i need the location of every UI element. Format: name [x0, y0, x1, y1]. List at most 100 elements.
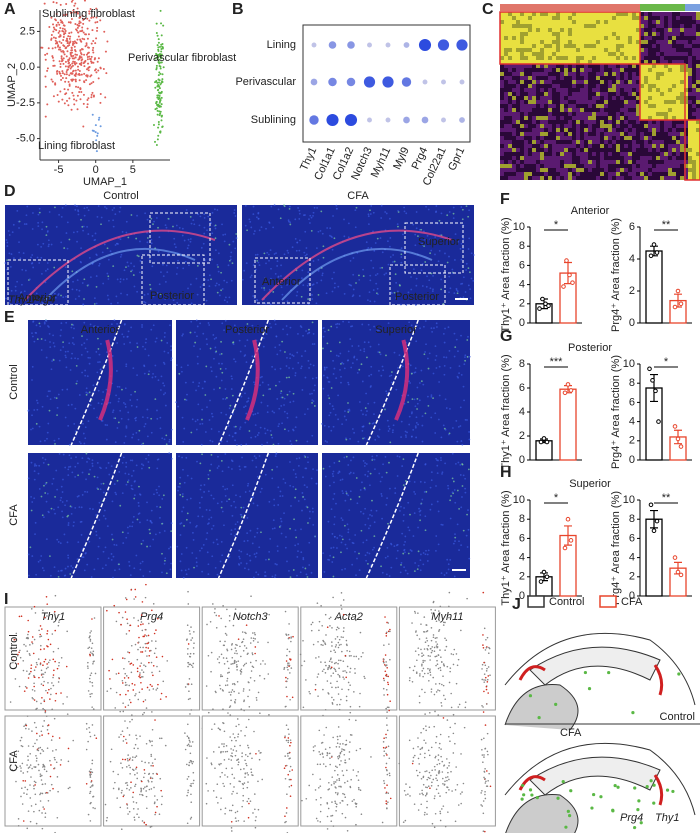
- heatmap-cell: [664, 48, 668, 52]
- nucleus: [110, 323, 113, 326]
- heatmap-cell: [572, 160, 576, 164]
- heatmap-cell: [684, 132, 688, 136]
- nucleus: [76, 558, 79, 561]
- heatmap-cell: [648, 32, 652, 36]
- nucleus: [78, 295, 80, 298]
- nucleus: [461, 208, 464, 211]
- heatmap-cell: [552, 104, 556, 108]
- nucleus: [287, 429, 290, 432]
- nucleus: [389, 256, 392, 258]
- nucleus: [123, 269, 126, 272]
- heatmap-cell: [620, 52, 624, 56]
- heatmap-cell: [528, 128, 532, 132]
- heatmap-cell: [616, 92, 620, 96]
- cell-dot: [158, 62, 161, 65]
- cell-dot: [92, 80, 95, 83]
- heatmap-cell: [576, 112, 580, 116]
- heatmap-cell: [696, 144, 700, 148]
- nucleus: [460, 440, 463, 442]
- nucleus: [38, 211, 41, 214]
- heatmap-cell: [684, 108, 688, 112]
- nucleus: [260, 287, 263, 289]
- heatmap-cell: [516, 140, 520, 144]
- nucleus: [119, 238, 122, 241]
- nucleus: [164, 559, 166, 562]
- heatmap-cell: [568, 152, 572, 156]
- nucleus: [279, 517, 282, 520]
- cell-dot: [106, 40, 109, 43]
- nucleus: [246, 229, 248, 232]
- heatmap: [500, 12, 700, 180]
- nucleus: [34, 463, 36, 466]
- heatmap-cell: [644, 168, 648, 172]
- heatmap-cell: [556, 60, 560, 64]
- nucleus: [271, 477, 274, 480]
- heatmap-cell: [568, 16, 572, 20]
- heatmap-cell: [684, 84, 688, 88]
- nucleus: [421, 440, 424, 443]
- heatmap-cell: [552, 124, 556, 128]
- nucleus: [112, 576, 114, 579]
- nucleus: [277, 486, 280, 489]
- heatmap-cell: [528, 124, 532, 128]
- heatmap-cell: [592, 96, 596, 100]
- heatmap-cell: [632, 44, 636, 48]
- heatmap-cell: [632, 120, 636, 124]
- nucleus: [273, 498, 276, 501]
- heatmap-cell: [580, 40, 584, 44]
- heatmap-cell: [548, 76, 552, 80]
- nucleus: [35, 422, 38, 425]
- nucleus: [135, 416, 137, 419]
- nucleus: [134, 419, 137, 422]
- nucleus: [288, 390, 291, 393]
- heatmap-cell: [648, 156, 652, 160]
- heatmap-cell: [576, 72, 580, 76]
- nucleus: [210, 222, 212, 225]
- heatmap-cell: [600, 56, 604, 60]
- heatmap-cell: [588, 24, 592, 28]
- nucleus: [72, 524, 75, 527]
- nucleus: [369, 279, 372, 282]
- boundary: [365, 319, 419, 446]
- heatmap-cell: [632, 56, 636, 60]
- heatmap-cell: [524, 68, 528, 72]
- heatmap-cell: [636, 152, 640, 156]
- heatmap-cell: [588, 16, 592, 20]
- heatmap-cell: [576, 168, 580, 172]
- heatmap-cell: [536, 56, 540, 60]
- nucleus: [334, 413, 337, 416]
- nucleus: [392, 261, 394, 263]
- heatmap-cell: [520, 92, 524, 96]
- nucleus: [423, 297, 426, 300]
- nucleus: [226, 301, 229, 303]
- nucleus: [91, 462, 94, 465]
- heatmap-cell: [660, 104, 664, 108]
- nucleus: [466, 419, 468, 421]
- cell-dot: [85, 53, 88, 56]
- heatmap-cell: [612, 68, 616, 72]
- nucleus: [409, 382, 412, 384]
- nucleus: [229, 258, 232, 261]
- heatmap-cell: [616, 168, 620, 172]
- nucleus: [216, 543, 219, 546]
- nucleus: [429, 252, 432, 255]
- heatmap-cell: [512, 124, 516, 128]
- heatmap-cell: [544, 84, 548, 88]
- nucleus: [209, 347, 212, 350]
- heatmap-cell: [692, 76, 696, 80]
- nucleus: [350, 366, 353, 369]
- nucleus: [252, 502, 255, 505]
- nucleus: [328, 381, 331, 383]
- heatmap-cell: [528, 72, 532, 76]
- heatmap-cell: [540, 92, 544, 96]
- nucleus: [69, 369, 72, 371]
- heatmap-cell: [616, 176, 620, 180]
- cell-dot: [67, 60, 70, 63]
- heatmap-cell: [524, 76, 528, 80]
- heatmap-cell: [664, 152, 668, 156]
- nucleus: [416, 397, 419, 400]
- heatmap-cell: [516, 124, 520, 128]
- nucleus: [415, 227, 418, 230]
- nucleus: [106, 351, 108, 354]
- cell-dot: [161, 47, 164, 50]
